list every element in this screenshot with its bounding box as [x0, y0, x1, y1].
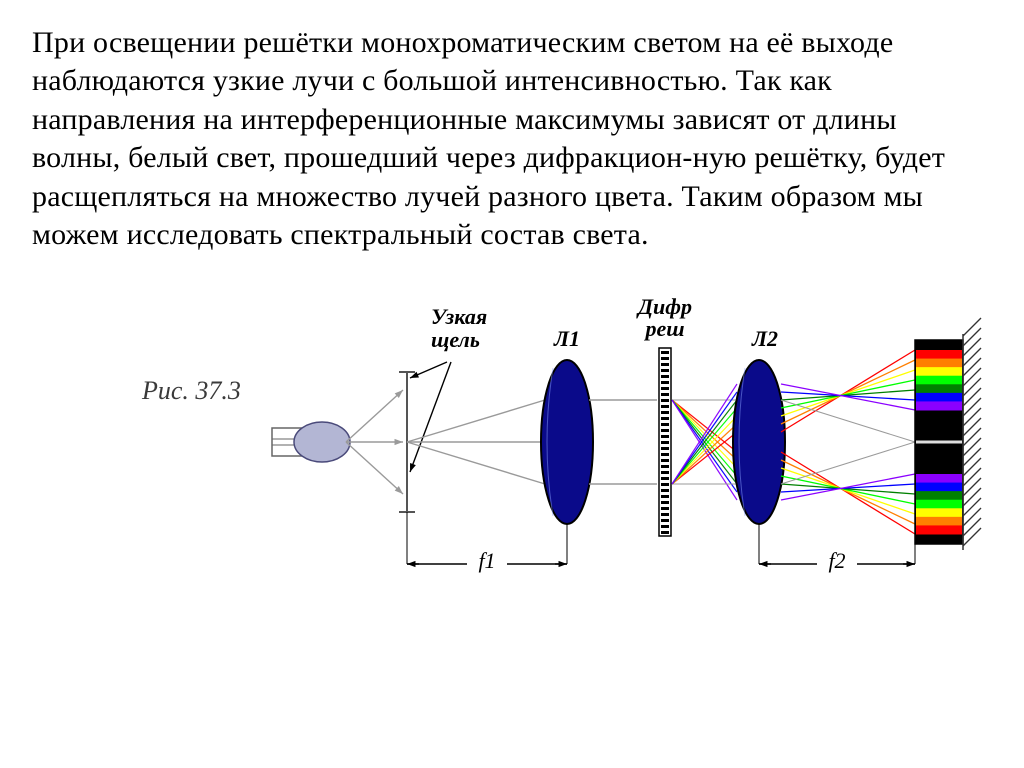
svg-text:f1: f1 [478, 548, 495, 573]
figure: Рис. 37.3 УзкаящельЛ1ДифррешЛ2f1f2 [32, 266, 992, 606]
figure-caption: Рис. 37.3 [142, 376, 241, 406]
lens-2 [733, 360, 785, 524]
svg-text:Узкаящель: Узкаящель [431, 304, 487, 352]
svg-text:Л1: Л1 [553, 326, 580, 351]
svg-text:Л2: Л2 [751, 326, 778, 351]
svg-text:реш: реш [643, 316, 684, 341]
paragraph-text: При освещении решётки монохроматическим … [32, 24, 992, 254]
lens-1 [541, 360, 593, 524]
optics-diagram: УзкаящельЛ1ДифррешЛ2f1f2 [267, 266, 1007, 602]
source-bulb-icon [294, 422, 350, 462]
svg-text:f2: f2 [828, 548, 845, 573]
